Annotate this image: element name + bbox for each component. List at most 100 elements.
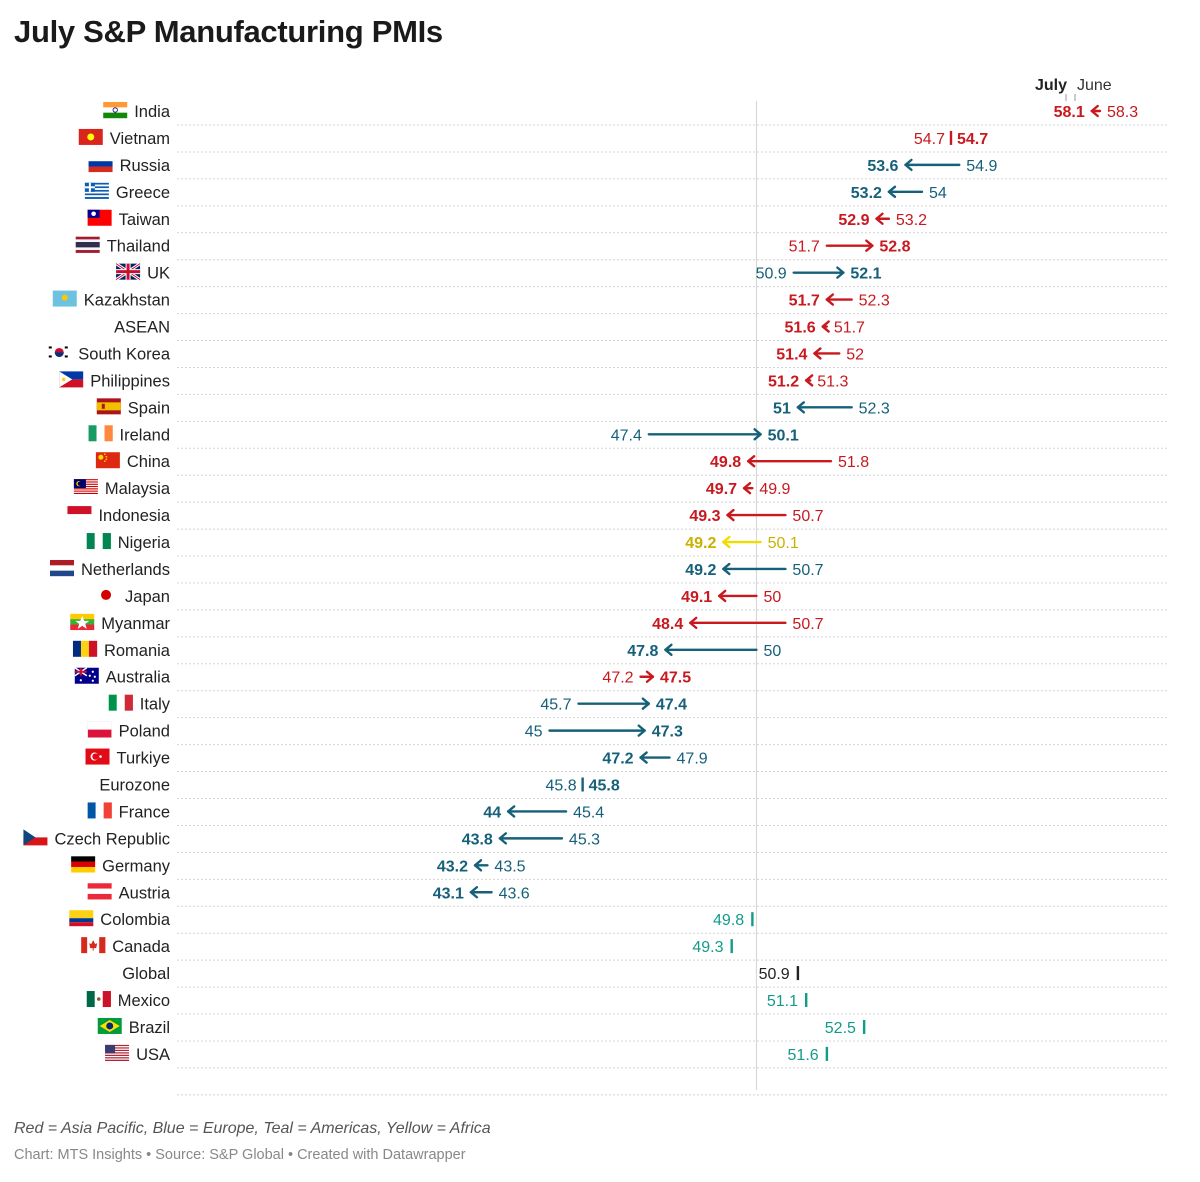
data-row: Ireland 50.1 47.4 — [88, 425, 799, 444]
country-label: Taiwan — [119, 211, 170, 229]
june-value-label: 51.3 — [817, 373, 848, 390]
june-value-label: 45.3 — [569, 831, 600, 848]
data-row: Kazakhstan 51.7 52.3 — [52, 290, 890, 310]
july-value-label: 49.3 — [689, 508, 720, 525]
july-value-label: 47.5 — [660, 670, 691, 687]
austria-flag-icon — [87, 883, 112, 900]
country-label: Austria — [119, 884, 171, 902]
gridlines — [177, 124, 1168, 1096]
july-value-label: 43.1 — [433, 885, 464, 902]
country-label: ASEAN — [114, 319, 170, 337]
june-value-label: 50 — [763, 589, 781, 606]
taiwan-flag-icon — [87, 209, 112, 226]
july-value-label: 50.1 — [768, 427, 799, 444]
country-label: USA — [136, 1046, 170, 1064]
data-row: Japan 49.1 50 — [101, 588, 781, 606]
data-row: South Korea 51.4 52 — [47, 344, 864, 363]
country-label: Colombia — [100, 911, 171, 929]
turkiye-flag-icon — [85, 748, 110, 765]
nigeria-flag-icon — [86, 533, 111, 550]
july-value-label: 53.2 — [851, 185, 882, 202]
data-row: Global 50.9 — [122, 965, 800, 983]
july-value-label: 52.1 — [850, 266, 881, 283]
germany-flag-icon — [71, 856, 96, 873]
country-label: Global — [122, 965, 170, 983]
june-value-label: 45.8 — [545, 778, 576, 795]
value-tick — [825, 1046, 829, 1061]
july-value-label: 51.2 — [768, 373, 799, 390]
june-value-label: 50.7 — [792, 508, 823, 525]
july-value-label: 43.2 — [437, 858, 468, 875]
june-value-label: 50.9 — [756, 266, 787, 283]
data-row: Greece 53.2 54 — [84, 182, 947, 202]
vietnam-flag-icon — [78, 128, 103, 145]
malaysia-flag-icon — [73, 479, 98, 496]
data-row: Nigeria 49.2 50.1 — [86, 533, 799, 552]
romania-flag-icon — [72, 640, 98, 657]
june-value-label: 50.7 — [792, 616, 823, 633]
country-label: Poland — [119, 723, 170, 741]
june-value-label: 52.5 — [825, 1020, 856, 1037]
country-label: Malaysia — [105, 480, 171, 498]
july-value-label: 44 — [483, 804, 501, 821]
japan-flag-icon — [101, 589, 112, 600]
myanmar-flag-icon — [70, 613, 95, 631]
data-row: Poland 47.3 45 — [87, 721, 683, 741]
july-value-label: 47.2 — [602, 751, 633, 768]
july-value-label: 51.7 — [789, 293, 820, 310]
june-value-label: 47.9 — [677, 751, 708, 768]
july-value-label: 53.6 — [867, 158, 898, 175]
country-label: Turkiye — [117, 750, 170, 768]
greece-flag-icon — [84, 182, 109, 199]
color-legend-note: Red = Asia Pacific, Blue = Europe, Teal … — [14, 1120, 491, 1137]
chart-rows: India 58.1 58.3 Vietnam 54.7 54.7 Russia 53.6 54… — [23, 102, 1138, 1064]
data-row: Malaysia 49.7 49.9 — [73, 479, 791, 498]
country-label: Nigeria — [118, 534, 171, 552]
july-value-label: 51.4 — [776, 346, 807, 363]
netherlands-flag-icon — [50, 559, 75, 577]
data-row: Vietnam 54.7 54.7 — [78, 128, 988, 148]
july-value-label: 47.3 — [652, 724, 683, 741]
june-value-label: 50.9 — [759, 966, 790, 983]
july-value-label: 52.9 — [838, 212, 869, 229]
country-label: Vietnam — [110, 130, 170, 148]
country-label: Netherlands — [81, 561, 170, 579]
country-label: Thailand — [107, 238, 170, 256]
data-row: Russia 53.6 54.9 — [88, 155, 998, 175]
july-value-label: 49.1 — [681, 589, 712, 606]
june-value-label: 52.3 — [859, 400, 890, 417]
country-label: Japan — [125, 588, 170, 606]
value-tick — [796, 966, 800, 981]
russia-flag-icon — [88, 155, 113, 173]
country-label: UK — [147, 265, 170, 283]
china-flag-icon — [95, 452, 120, 469]
july-value-label: 47.8 — [627, 643, 658, 660]
usa-flag-icon — [105, 1044, 130, 1061]
june-value-label: 49.9 — [759, 481, 790, 498]
data-row: Australia 47.5 47.2 — [74, 667, 691, 687]
indonesia-flag-icon — [67, 506, 92, 523]
data-row: India 58.1 58.3 — [103, 102, 1138, 121]
legend-july: July — [1035, 77, 1067, 94]
july-value-label: 58.1 — [1054, 104, 1085, 121]
june-value-label: 54.7 — [914, 131, 945, 148]
data-row: Mexico 51.1 — [86, 991, 808, 1010]
july-value-label: 51 — [773, 400, 791, 417]
australia-flag-icon — [74, 667, 99, 684]
czech-flag-icon — [23, 829, 48, 846]
data-row: Brazil 52.5 — [97, 1017, 866, 1037]
spain-flag-icon — [96, 398, 121, 415]
country-label: Greece — [116, 184, 170, 202]
philippines-flag-icon — [59, 371, 84, 388]
june-value-label: 45.4 — [573, 804, 604, 821]
data-row: Romania 47.8 50 — [72, 640, 781, 660]
data-row: Germany 43.2 43.5 — [71, 856, 526, 875]
july-value-label: 52.8 — [879, 239, 910, 256]
june-value-label: 53.2 — [896, 212, 927, 229]
country-label: Mexico — [118, 992, 170, 1010]
data-row: Philippines 51.2 51.3 — [59, 371, 849, 390]
colombia-flag-icon — [69, 910, 94, 927]
data-row: Turkiye 47.2 47.9 — [85, 748, 708, 768]
country-label: Philippines — [90, 372, 170, 390]
india-flag-icon — [103, 102, 128, 119]
